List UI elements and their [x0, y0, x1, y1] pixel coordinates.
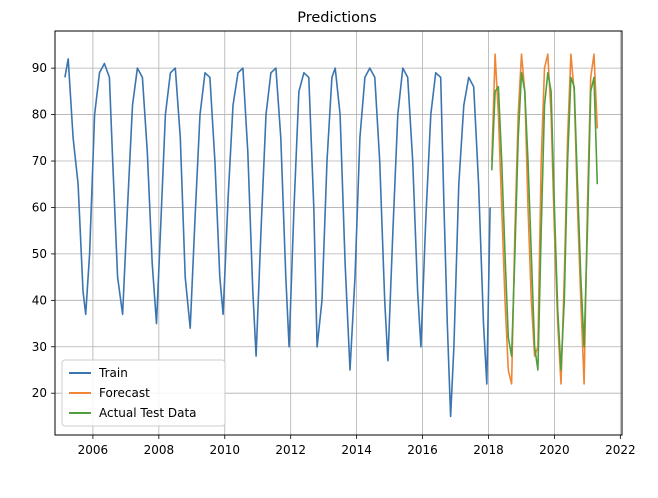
y-tick-label: 40 — [32, 293, 47, 307]
legend-label-train: Train — [98, 366, 128, 380]
x-tick-label: 2006 — [78, 443, 109, 457]
series-line-train — [64, 58, 491, 418]
legend-box — [61, 359, 226, 427]
x-tick-label: 2018 — [473, 443, 504, 457]
series-line-forecast — [491, 53, 599, 385]
series-line-actual-test-data — [491, 72, 599, 371]
legend: Train Forecast Actual Test Data — [61, 359, 226, 427]
series-layer — [64, 53, 599, 418]
y-tick-label: 80 — [32, 108, 47, 122]
y-tick-label: 20 — [32, 386, 47, 400]
x-tick-label: 2022 — [605, 443, 636, 457]
x-tick-label: 2014 — [341, 443, 372, 457]
y-tick-label: 30 — [32, 340, 47, 354]
y-tick-label: 90 — [32, 61, 47, 75]
x-tick-label: 2008 — [144, 443, 175, 457]
x-tick-label: 2012 — [275, 443, 306, 457]
x-tick-label: 2016 — [407, 443, 438, 457]
grid-layer — [55, 31, 622, 435]
x-tick-label: 2020 — [539, 443, 570, 457]
legend-label-actual-test-data: Actual Test Data — [99, 406, 197, 420]
tick-layer: 2006 2008 2010 2012 2014 2016 2018 2020 2022 20 30… — [32, 61, 636, 457]
plot-frame — [54, 30, 623, 436]
y-tick-label: 60 — [32, 200, 47, 214]
x-tick-label: 2010 — [209, 443, 240, 457]
legend-label-forecast: Forecast — [99, 386, 150, 400]
chart-title: Predictions — [297, 10, 377, 26]
y-tick-label: 70 — [32, 154, 47, 168]
y-tick-label: 50 — [32, 247, 47, 261]
